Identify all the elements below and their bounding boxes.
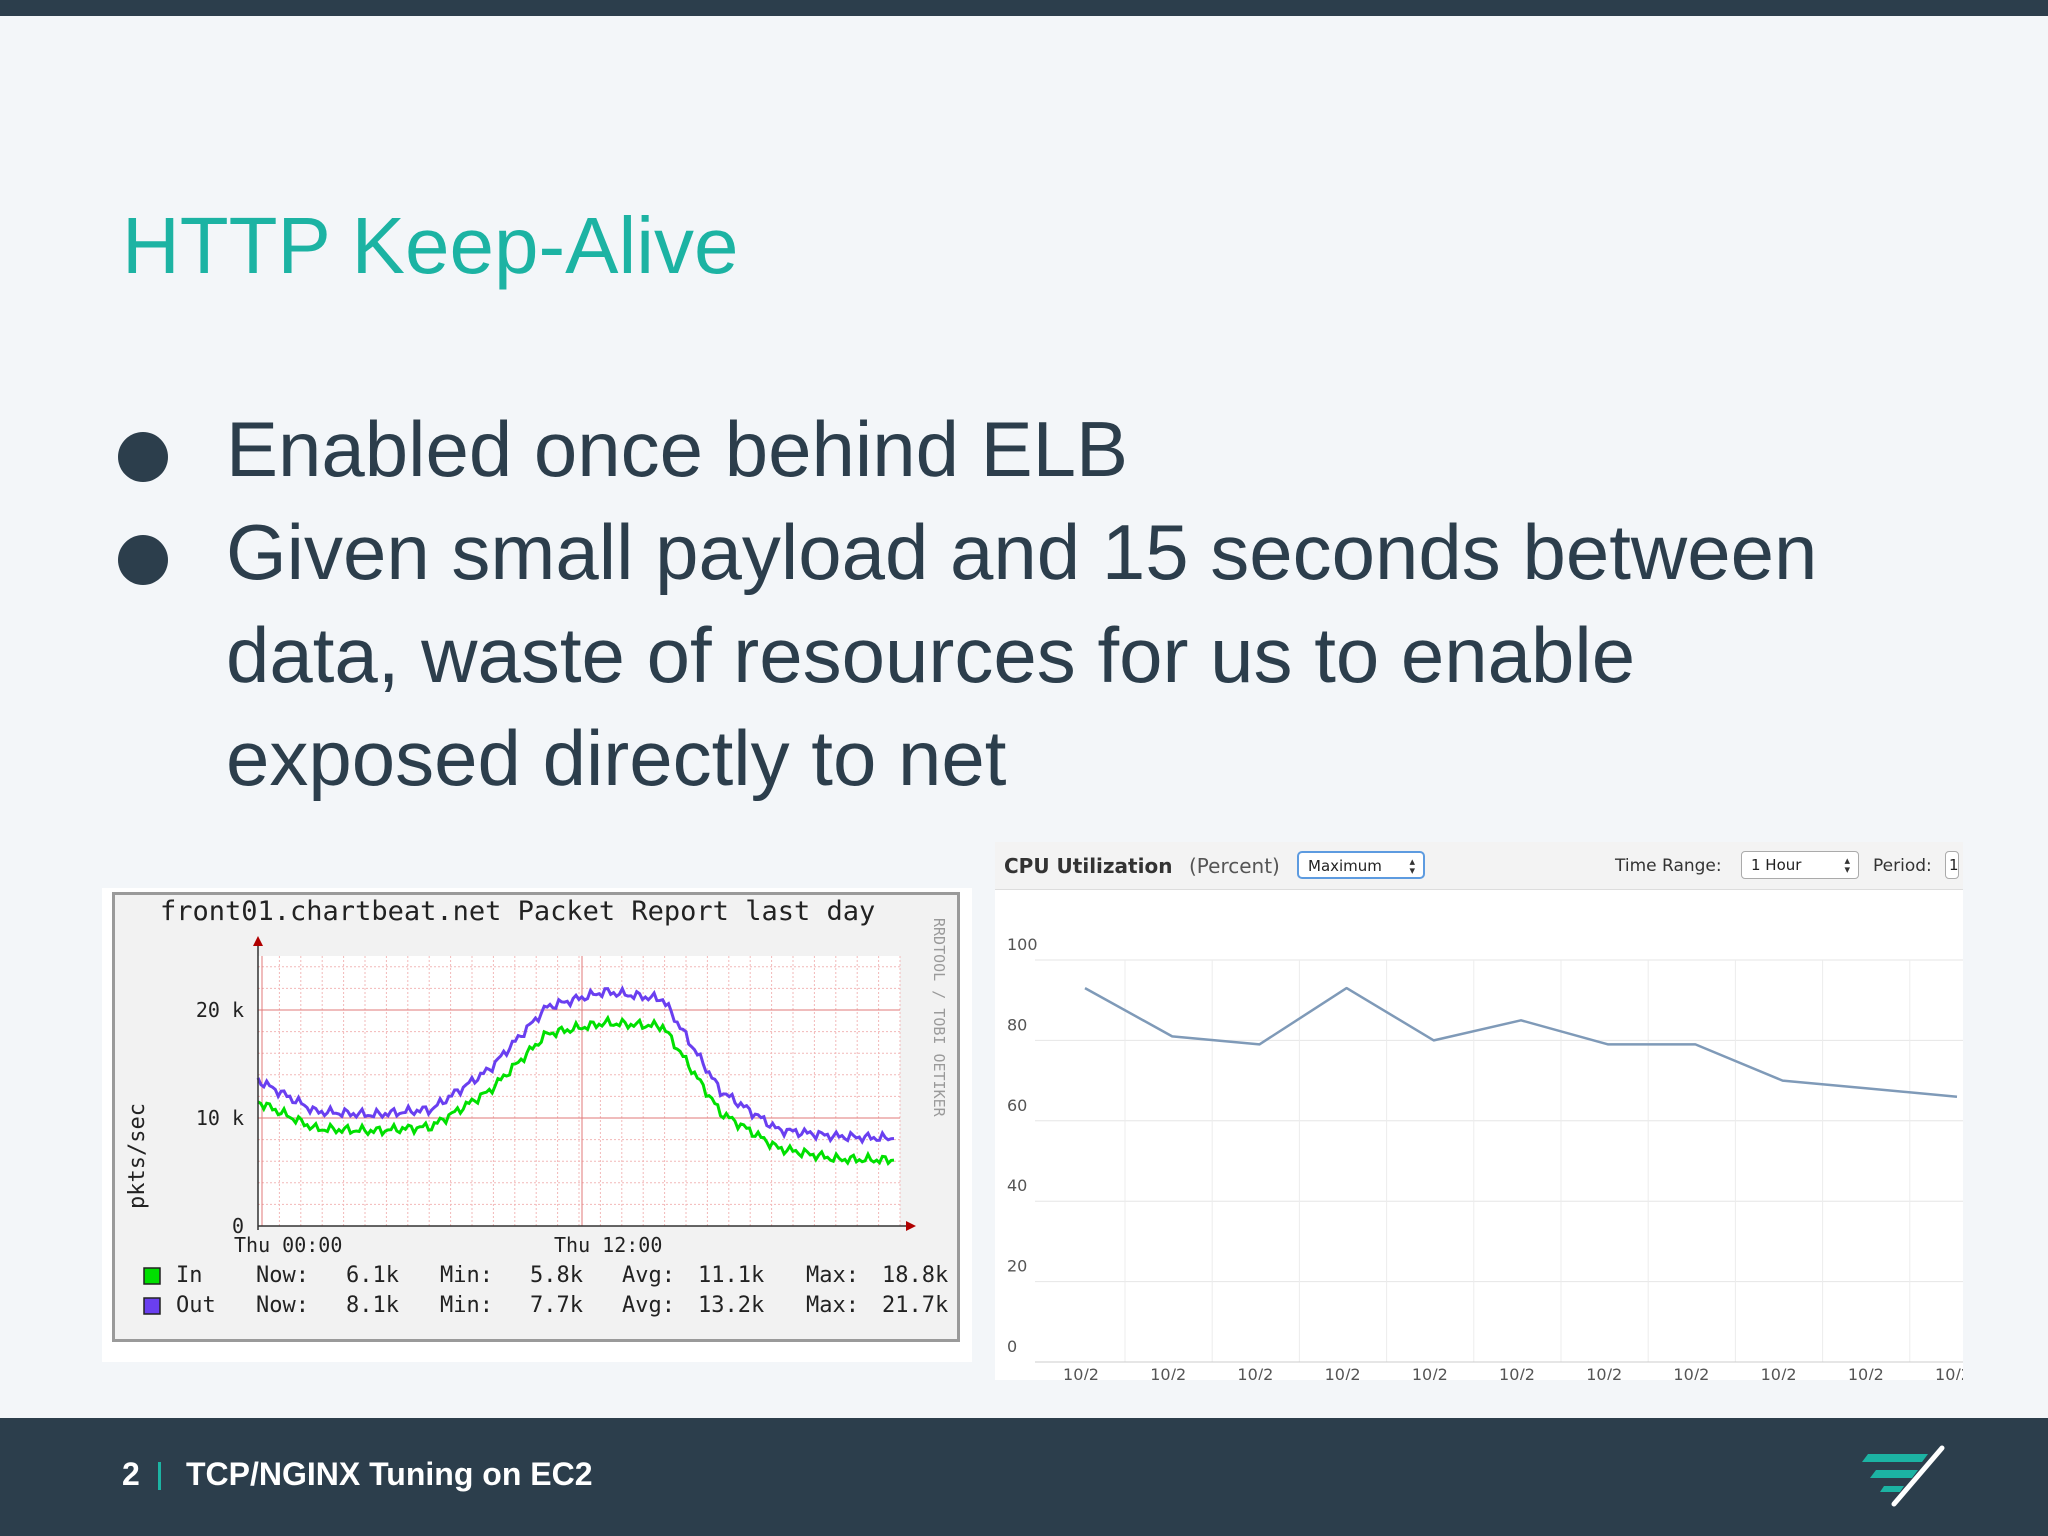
rrd-series-line-out: [256, 985, 895, 1145]
cpu-x-tick-label: 10/2: [1237, 1365, 1273, 1380]
time-range-label: Time Range:: [1615, 856, 1722, 876]
cpu-chart-grid: [1035, 959, 1963, 1363]
cpu-chart-series: [1084, 986, 1958, 1098]
cpu-x-tick-label: 10/2: [1586, 1365, 1622, 1380]
top-bar: [0, 0, 2048, 16]
time-range-select-value: 1 Hour: [1751, 856, 1802, 874]
cpu-chart-title: CPU Utilization: [1004, 854, 1173, 878]
page-number: 2: [122, 1456, 140, 1492]
cpu-x-tick-label: 10/2: [1935, 1365, 1963, 1380]
rrd-legend-name: Out: [176, 1293, 216, 1318]
cpu-y-tick-label: 0: [1007, 1337, 1017, 1356]
cpu-chart-svg: 0 20 40 60 80 100 10/214:4510/214:5010/214:55…: [1007, 935, 1963, 1380]
rrd-legend-value: 11.1k: [698, 1263, 764, 1288]
rrd-legend-value: 5.8k: [530, 1263, 583, 1288]
rrd-watermark: RRDTOOL / TOBI OETIKER: [930, 918, 948, 1118]
cpu-y-tick-label: 100: [1007, 935, 1038, 954]
rrd-legend-label: Avg:: [622, 1263, 675, 1288]
rrd-legend-value: 8.1k: [346, 1293, 399, 1318]
select-arrows-icon: ▴ ▾: [1409, 855, 1415, 877]
rrd-legend-label: Max:: [806, 1293, 859, 1318]
cpu-chart-x-ticks: 10/214:4510/214:5010/214:5510/215:0010/2…: [1063, 1365, 1963, 1380]
rrd-legend-label: Min:: [440, 1263, 493, 1288]
rrd-legend-value: 18.8k: [882, 1263, 948, 1288]
rrd-grid: [257, 956, 901, 1227]
rrd-y-tick-label: 10 k: [196, 1106, 244, 1130]
bullet-line: Given small payload and 15 seconds betwe…: [226, 508, 1818, 596]
time-range-select[interactable]: 1 Hour ▴ ▾: [1741, 851, 1859, 879]
rrd-legend-label: Now:: [256, 1293, 309, 1318]
bullet-line: exposed directly to net: [226, 714, 1007, 802]
cpu-x-tick-label: 10/2: [1848, 1365, 1884, 1380]
bullet-item: Enabled once behind ELB: [118, 398, 2018, 501]
cpu-series-line: [1084, 986, 1958, 1098]
rrd-legend-value: 7.7k: [530, 1293, 583, 1318]
rrd-legend-swatch-out: [143, 1297, 161, 1315]
rrd-legend-swatch-in: [143, 1267, 161, 1285]
rrd-series-group: [256, 985, 895, 1167]
rrd-y-tick-label: 20 k: [196, 998, 244, 1022]
rrd-legend-value: 13.2k: [698, 1293, 764, 1318]
cpu-y-tick-label: 20: [1007, 1257, 1027, 1276]
rrd-legend-label: Max:: [806, 1263, 859, 1288]
rrd-x-tick-label: Thu 00:00: [234, 1233, 342, 1257]
statistic-select-value: Maximum: [1308, 857, 1382, 875]
footer-separator: [158, 1462, 161, 1490]
packet-report-chart: front01.chartbeat.net Packet Report last…: [102, 888, 972, 1362]
cpu-x-tick-label: 10/2: [1063, 1365, 1099, 1380]
select-arrows-icon: ▴ ▾: [1844, 854, 1850, 876]
period-select[interactable]: 1: [1945, 851, 1959, 879]
bullet-line: Enabled once behind ELB: [226, 405, 1129, 493]
rrd-x-arrow-icon: [906, 1221, 916, 1231]
slide-title: HTTP Keep-Alive: [122, 201, 739, 290]
cpu-x-tick-label: 10/2: [1150, 1365, 1186, 1380]
rrd-y-arrow-icon: [253, 936, 263, 946]
period-select-value: 1: [1949, 856, 1959, 874]
rrd-title: front01.chartbeat.net Packet Report last…: [160, 896, 875, 927]
cpu-chart-header: CPU Utilization (Percent) Maximum ▴ ▾ Tim…: [995, 842, 1963, 890]
statistic-select[interactable]: Maximum ▴ ▾: [1297, 851, 1425, 879]
rrd-legend-label: Avg:: [622, 1293, 675, 1318]
cpu-x-tick-label: 10/2: [1499, 1365, 1535, 1380]
footer: 2 TCP/NGINX Tuning on EC2: [0, 1418, 2048, 1536]
cpu-x-tick-label: 10/2: [1325, 1365, 1361, 1380]
rrd-y-axis-label: pkts/sec: [125, 1103, 150, 1209]
cpu-x-tick-label: 10/2: [1673, 1365, 1709, 1380]
rrd-x-tick-label: Thu 12:00: [554, 1233, 662, 1257]
bullet-dot-icon: [118, 535, 168, 585]
rrd-legend-label: Now:: [256, 1263, 309, 1288]
bullet-line: data, waste of resources for us to enabl…: [226, 611, 1636, 699]
cpu-chart-unit: (Percent): [1189, 854, 1280, 878]
rrd-series-line-in: [257, 1014, 895, 1167]
cpu-x-tick-label: 10/2: [1761, 1365, 1797, 1380]
cpu-utilization-chart: CPU Utilization (Percent) Maximum ▴ ▾ Tim…: [995, 842, 1963, 1380]
packet-report-svg: front01.chartbeat.net Packet Report last…: [125, 896, 948, 1318]
cpu-y-tick-label: 60: [1007, 1096, 1027, 1115]
deck-title: TCP/NGINX Tuning on EC2: [186, 1456, 593, 1492]
bullet-item: Given small payload and 15 seconds betwe…: [118, 501, 2018, 810]
cpu-chart-y-ticks: 0 20 40 60 80 100: [1007, 935, 1038, 1356]
chartbeat-logo-icon: [1862, 1445, 1945, 1507]
rrd-legend-label: Min:: [440, 1293, 493, 1318]
bullet-list: Enabled once behind ELB Given small payl…: [118, 398, 2018, 810]
cpu-y-tick-label: 80: [1007, 1015, 1027, 1034]
rrd-axes: [253, 936, 916, 1231]
rrd-legend-name: In: [176, 1263, 203, 1288]
bullet-dot-icon: [118, 432, 168, 482]
rrd-y-tick-label: 0: [232, 1214, 244, 1238]
rrd-legend-value: 21.7k: [882, 1293, 948, 1318]
rrd-legend-value: 6.1k: [346, 1263, 399, 1288]
cpu-y-tick-label: 40: [1007, 1176, 1027, 1195]
cpu-x-tick-label: 10/2: [1412, 1365, 1448, 1380]
period-label: Period:: [1873, 856, 1932, 876]
